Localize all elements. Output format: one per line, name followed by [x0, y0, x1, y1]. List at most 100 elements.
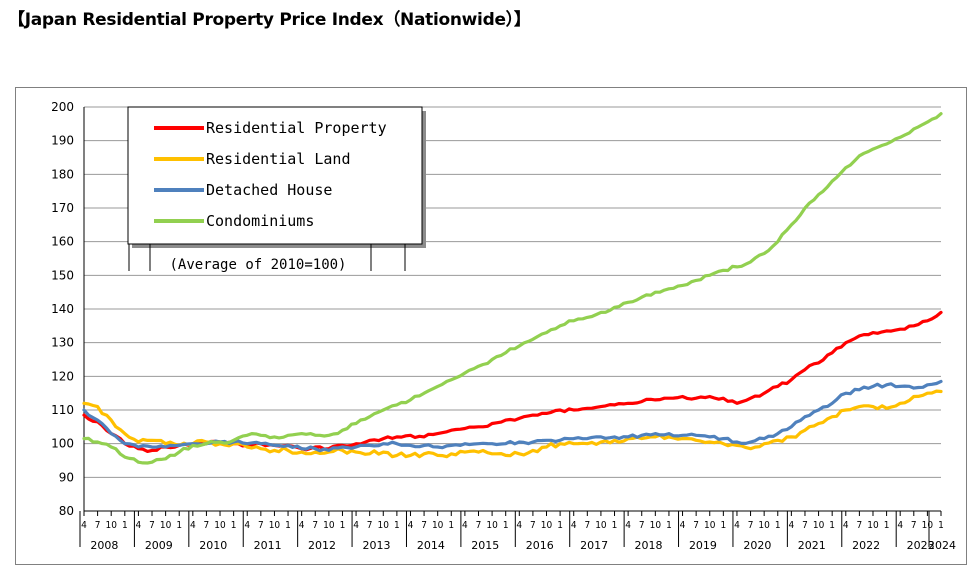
year-label: 2013	[362, 539, 390, 552]
year-label: 2022	[852, 539, 880, 552]
y-tick-label: 150	[51, 268, 74, 282]
month-tick-label: 4	[244, 520, 250, 531]
month-tick-label: 7	[802, 520, 808, 531]
month-tick-label: 1	[720, 520, 726, 531]
y-tick-label: 140	[51, 302, 74, 316]
month-tick-label: 1	[775, 520, 781, 531]
month-tick-label: 7	[149, 520, 155, 531]
year-label: 2023	[907, 539, 935, 552]
month-tick-label: 10	[867, 520, 879, 531]
month-tick-label: 10	[214, 520, 226, 531]
y-tick-label: 80	[59, 504, 74, 518]
month-tick-label: 1	[829, 520, 835, 531]
year-label: 2016	[526, 539, 554, 552]
month-tick-label: 1	[938, 520, 944, 531]
y-tick-label: 100	[51, 437, 74, 451]
month-tick-label: 10	[486, 520, 498, 531]
month-tick-label: 10	[432, 520, 444, 531]
month-tick-label: 1	[340, 520, 346, 531]
y-tick-label: 90	[59, 470, 74, 484]
note-text: (Average of 2010=100)	[169, 257, 346, 273]
series-line-residential-property	[82, 310, 943, 453]
month-tick-label: 10	[269, 520, 281, 531]
legend-label: Condominiums	[206, 212, 314, 230]
month-tick-label: 4	[136, 520, 142, 531]
month-tick-label: 4	[81, 520, 87, 531]
month-tick-label: 7	[530, 520, 536, 531]
month-tick-label: 1	[176, 520, 182, 531]
month-tick-label: 10	[758, 520, 770, 531]
year-label: 2009	[145, 539, 173, 552]
month-tick-label: 4	[353, 520, 359, 531]
month-tick-label: 4	[408, 520, 414, 531]
legend: Residential Property Residential Land Deta…	[127, 106, 426, 273]
year-label: 2017	[580, 539, 608, 552]
legend-label: Residential Property	[206, 119, 387, 137]
month-tick-label: 1	[557, 520, 563, 531]
month-tick-label: 4	[516, 520, 522, 531]
month-tick-label: 4	[788, 520, 794, 531]
month-tick-label: 10	[105, 520, 117, 531]
month-tick-label: 1	[666, 520, 672, 531]
month-tick-label: 1	[503, 520, 509, 531]
month-tick-label: 7	[584, 520, 590, 531]
y-tick-label: 200	[51, 100, 74, 114]
month-tick-label: 10	[650, 520, 662, 531]
y-tick-label: 130	[51, 336, 74, 350]
series-line-condominiums	[82, 112, 943, 465]
month-tick-label: 10	[922, 520, 934, 531]
month-tick-label: 4	[734, 520, 740, 531]
year-label: 2012	[308, 539, 336, 552]
y-tick-label: 180	[51, 167, 74, 181]
year-label: 2018	[635, 539, 663, 552]
legend-label: Residential Land	[206, 150, 351, 168]
month-tick-label: 10	[160, 520, 172, 531]
month-tick-label: 7	[476, 520, 482, 531]
y-tick-label: 110	[51, 403, 74, 417]
year-label: 2020	[743, 539, 771, 552]
month-tick-label: 4	[625, 520, 631, 531]
month-tick-label: 10	[323, 520, 335, 531]
month-tick-label: 1	[612, 520, 618, 531]
year-label: 2014	[417, 539, 445, 552]
month-tick-label: 7	[748, 520, 754, 531]
month-tick-label: 4	[897, 520, 903, 531]
month-tick-label: 1	[231, 520, 237, 531]
series-line-residential-land	[82, 389, 943, 459]
month-tick-label: 10	[541, 520, 553, 531]
month-tick-label: 1	[448, 520, 454, 531]
year-label: 2019	[689, 539, 717, 552]
month-tick-label: 1	[394, 520, 400, 531]
month-tick-label: 4	[843, 520, 849, 531]
month-tick-label: 10	[595, 520, 607, 531]
year-label: 2011	[254, 539, 282, 552]
month-tick-label: 1	[122, 520, 128, 531]
chart-frame: 80 90 100 110 120 130 140 150 160 170 180 190 200 4 7 1…	[15, 87, 967, 565]
month-tick-label: 7	[857, 520, 863, 531]
month-tick-label: 4	[299, 520, 305, 531]
month-tick-label: 7	[258, 520, 264, 531]
page-title: 【Japan Residential Property Price Index（…	[8, 10, 531, 30]
year-label: 2008	[90, 539, 118, 552]
y-tick-label: 120	[51, 369, 74, 383]
month-tick-label: 7	[95, 520, 101, 531]
month-tick-label: 7	[204, 520, 210, 531]
month-tick-label: 4	[680, 520, 686, 531]
y-tick-label: 170	[51, 201, 74, 215]
month-tick-label: 7	[911, 520, 917, 531]
year-label: 2021	[798, 539, 826, 552]
month-tick-label: 10	[704, 520, 716, 531]
month-tick-label: 4	[571, 520, 577, 531]
y-tick-label: 190	[51, 134, 74, 148]
month-tick-label: 10	[378, 520, 390, 531]
y-tick-label: 160	[51, 235, 74, 249]
year-label: 2015	[471, 539, 499, 552]
month-tick-label: 7	[367, 520, 373, 531]
month-tick-label: 10	[813, 520, 825, 531]
month-tick-label: 1	[285, 520, 291, 531]
month-tick-label: 7	[312, 520, 318, 531]
year-label: 2010	[199, 539, 227, 552]
month-tick-label: 4	[190, 520, 196, 531]
